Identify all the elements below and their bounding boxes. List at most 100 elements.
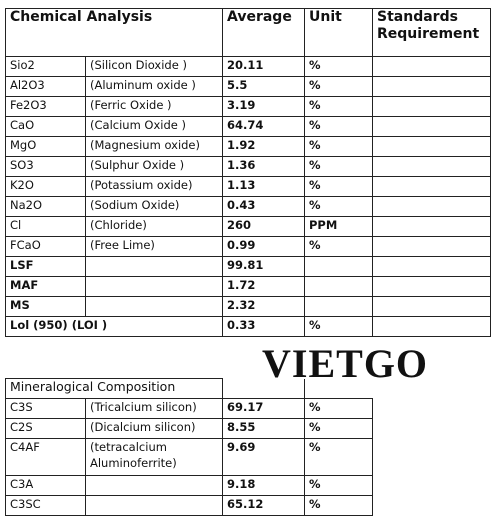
unit-cell: % — [304, 398, 373, 419]
average-cell: 5.5 — [222, 76, 305, 97]
chemical-analysis-table: Chemical Analysis Average Unit Standards Re… — [5, 8, 491, 337]
standard-cell — [372, 236, 491, 257]
average-cell: 1.72 — [222, 276, 305, 297]
data-row: C3SC 65.12% — [5, 495, 373, 516]
unit-cell: % — [304, 136, 373, 157]
average-cell: 0.33 — [222, 316, 305, 337]
name-cell: (Ferric Oxide ) — [85, 96, 223, 117]
unit-cell: % — [304, 156, 373, 177]
data-row: C2S (Dicalcium silicon) 8.55% — [5, 418, 373, 439]
header-cell: Average — [222, 8, 305, 57]
data-row: Fe2O3 (Ferric Oxide ) 3.19% — [5, 96, 491, 117]
formula-cell: Fe2O3 — [5, 96, 86, 117]
average-cell: 1.92 — [222, 136, 305, 157]
average-cell: 1.13 — [222, 176, 305, 197]
empty-cell — [305, 379, 373, 399]
average-cell: 0.43 — [222, 196, 305, 217]
average-cell: 99.81 — [222, 256, 305, 277]
mineralogy-table: Mineralogical Composition C3S (Tricalcium … — [5, 378, 373, 516]
name-cell — [85, 475, 223, 496]
formula-cell: C2S — [5, 418, 86, 439]
data-row: MAF 1.72 — [5, 276, 491, 297]
formula-cell: SO3 — [5, 156, 86, 177]
name-cell — [85, 495, 223, 516]
formula-cell: MgO — [5, 136, 86, 157]
unit-cell: % — [304, 76, 373, 97]
formula-cell: LSF — [5, 256, 86, 277]
average-cell: 20.11 — [222, 56, 305, 77]
unit-cell: % — [304, 418, 373, 439]
unit-cell: % — [304, 236, 373, 257]
data-row: LSF 99.81 — [5, 256, 491, 277]
name-cell: (Potassium oxide) — [85, 176, 223, 197]
standard-cell — [372, 256, 491, 277]
data-row: Sio2 (Silicon Dioxide ) 20.11% — [5, 56, 491, 77]
name-cell: (Calcium Oxide ) — [85, 116, 223, 137]
formula-cell: C3A — [5, 475, 86, 496]
formula-cell: Al2O3 — [5, 76, 86, 97]
average-cell: 3.19 — [222, 96, 305, 117]
header-cell: Chemical Analysis — [5, 8, 223, 57]
average-cell: 260 — [222, 216, 305, 237]
data-row: C4AF (tetracalcium Aluminoferrite) 9.69% — [5, 438, 373, 476]
header-cell: Mineralogical Composition — [5, 378, 223, 399]
data-row: K2O (Potassium oxide) 1.13% — [5, 176, 491, 197]
formula-cell: C3S — [5, 398, 86, 419]
name-cell: (tetracalcium Aluminoferrite) — [85, 438, 223, 476]
data-row: SO3 (Sulphur Oxide ) 1.36% — [5, 156, 491, 177]
unit-cell: % — [304, 316, 373, 337]
standard-cell — [372, 76, 491, 97]
name-cell: (Magnesium oxide) — [85, 136, 223, 157]
unit-cell: % — [304, 116, 373, 137]
formula-cell: CaO — [5, 116, 86, 137]
name-cell: (Sodium Oxide) — [85, 196, 223, 217]
empty-cell — [222, 378, 305, 399]
name-cell: (Free Lime) — [85, 236, 223, 257]
average-cell: 2.32 — [222, 296, 305, 317]
formula-cell: Cl — [5, 216, 86, 237]
unit-cell — [304, 296, 373, 317]
name-cell — [85, 296, 223, 317]
standard-cell — [372, 296, 491, 317]
data-row: Cl (Chloride) 260 PPM — [5, 216, 491, 237]
formula-cell: MS — [5, 296, 86, 317]
data-row: FCaO (Free Lime) 0.99% — [5, 236, 491, 257]
data-row: C3S (Tricalcium silicon) 69.17% — [5, 398, 373, 419]
average-cell: 8.55 — [222, 418, 305, 439]
formula-cell: Sio2 — [5, 56, 86, 77]
unit-cell — [304, 276, 373, 297]
name-cell: (Chloride) — [85, 216, 223, 237]
formula-cell: C4AF — [5, 438, 86, 476]
average-cell: 9.69 — [222, 438, 305, 476]
formula-cell: FCaO — [5, 236, 86, 257]
data-row: C3A 9.18% — [5, 475, 373, 496]
formula-cell: Na2O — [5, 196, 86, 217]
unit-cell: % — [304, 495, 373, 516]
average-cell: 1.36 — [222, 156, 305, 177]
data-row: CaO (Calcium Oxide ) 64.74% — [5, 116, 491, 137]
unit-cell: % — [304, 176, 373, 197]
name-cell: (Sulphur Oxide ) — [85, 156, 223, 177]
average-cell: 65.12 — [222, 495, 305, 516]
header-cell: Unit — [304, 8, 373, 57]
standard-cell — [372, 276, 491, 297]
data-row: MS 2.32 — [5, 296, 491, 317]
average-cell: 9.18 — [222, 475, 305, 496]
formula-cell: Lol (950) (LOI ) — [5, 316, 223, 337]
data-row: Na2O (Sodium Oxide) 0.43% — [5, 196, 491, 217]
unit-cell: % — [304, 438, 373, 476]
name-cell: (Tricalcium silicon) — [85, 398, 223, 419]
name-cell — [85, 276, 223, 297]
name-cell: (Dicalcium silicon) — [85, 418, 223, 439]
name-cell — [85, 256, 223, 277]
header-row: Mineralogical Composition — [5, 378, 373, 399]
average-cell: 69.17 — [222, 398, 305, 419]
standard-cell — [372, 176, 491, 197]
standard-cell — [372, 216, 491, 237]
standard-cell — [372, 156, 491, 177]
standard-cell — [372, 96, 491, 117]
standard-cell — [372, 316, 491, 337]
data-row: Al2O3 (Aluminum oxide ) 5.5% — [5, 76, 491, 97]
header-row: Chemical Analysis Average Unit Standards Re… — [5, 8, 491, 57]
